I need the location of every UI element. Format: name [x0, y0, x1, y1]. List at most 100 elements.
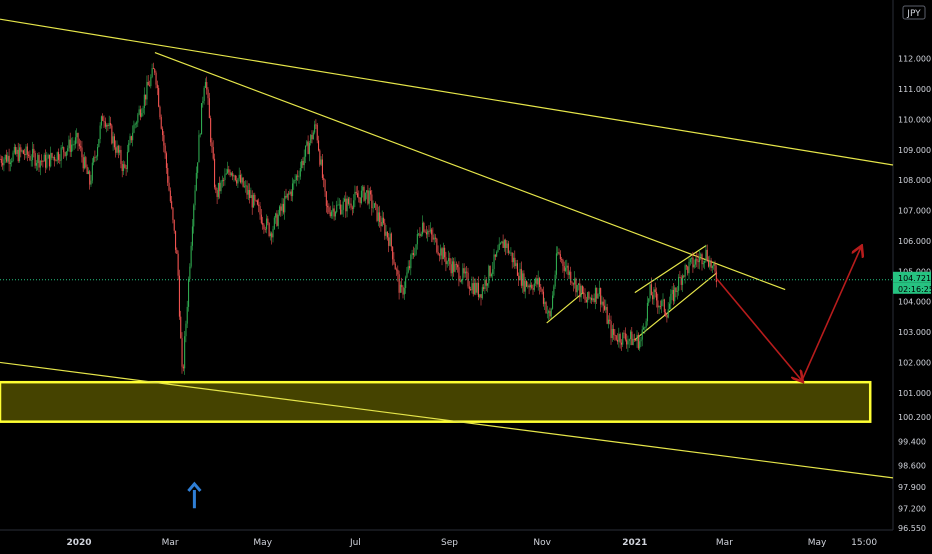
candle[interactable] — [579, 283, 581, 298]
candle[interactable] — [138, 109, 140, 115]
candle[interactable] — [459, 280, 461, 282]
candle[interactable] — [151, 68, 153, 78]
candle[interactable] — [571, 282, 573, 284]
candle[interactable] — [303, 156, 305, 166]
candle[interactable] — [697, 260, 699, 263]
candle[interactable] — [236, 180, 238, 184]
candle[interactable] — [143, 94, 145, 109]
candle[interactable] — [176, 249, 178, 254]
candle[interactable] — [587, 292, 589, 303]
candle[interactable] — [171, 201, 173, 208]
candle[interactable] — [626, 339, 628, 345]
candle[interactable] — [206, 82, 208, 90]
candle[interactable] — [253, 194, 255, 208]
candle[interactable] — [250, 195, 252, 199]
candle[interactable] — [519, 268, 521, 281]
candle[interactable] — [212, 147, 214, 159]
candle[interactable] — [39, 160, 41, 168]
candle[interactable] — [568, 271, 570, 275]
candle[interactable] — [259, 206, 261, 215]
candle[interactable] — [592, 298, 594, 301]
candle[interactable] — [242, 177, 244, 187]
candle[interactable] — [549, 311, 551, 317]
candle[interactable] — [305, 145, 307, 157]
candle[interactable] — [87, 171, 89, 174]
candle[interactable] — [167, 167, 169, 183]
candle[interactable] — [182, 366, 184, 369]
candle[interactable] — [232, 173, 234, 177]
candle[interactable] — [227, 169, 229, 174]
candle[interactable] — [77, 133, 79, 144]
candle[interactable] — [7, 155, 9, 162]
candle[interactable] — [390, 233, 392, 247]
candle[interactable] — [708, 260, 710, 267]
candle[interactable] — [344, 198, 346, 202]
candle[interactable] — [639, 341, 641, 349]
candle[interactable] — [325, 191, 327, 206]
candle[interactable] — [100, 116, 102, 126]
candle[interactable] — [311, 134, 313, 140]
candle[interactable] — [433, 237, 435, 240]
candle[interactable] — [500, 243, 502, 245]
candle[interactable] — [351, 207, 353, 209]
candle[interactable] — [362, 186, 364, 191]
candle[interactable] — [164, 145, 166, 154]
candle[interactable] — [133, 124, 135, 133]
candle[interactable] — [91, 162, 93, 181]
candle[interactable] — [355, 191, 357, 194]
candle[interactable] — [633, 338, 635, 340]
candle[interactable] — [312, 132, 314, 140]
candle[interactable] — [234, 175, 236, 181]
candle[interactable] — [80, 146, 82, 148]
candle[interactable] — [591, 297, 593, 301]
candle[interactable] — [474, 282, 476, 295]
candle[interactable] — [8, 155, 10, 165]
candle[interactable] — [401, 284, 403, 288]
candle[interactable] — [444, 247, 446, 258]
candle[interactable] — [489, 265, 491, 277]
candle[interactable] — [277, 214, 279, 226]
candle[interactable] — [539, 278, 541, 287]
candle[interactable] — [461, 279, 463, 282]
candle[interactable] — [480, 294, 482, 298]
candle[interactable] — [202, 100, 204, 104]
candle[interactable] — [266, 218, 268, 230]
candle[interactable] — [692, 257, 694, 268]
candle[interactable] — [594, 287, 596, 303]
candle[interactable] — [661, 300, 663, 307]
candle[interactable] — [366, 190, 368, 193]
candle[interactable] — [126, 151, 128, 169]
candle[interactable] — [380, 222, 382, 227]
candle[interactable] — [687, 266, 689, 274]
candle[interactable] — [483, 287, 485, 289]
candle[interactable] — [627, 341, 629, 345]
candle[interactable] — [4, 154, 6, 160]
candle[interactable] — [670, 294, 672, 304]
candle[interactable] — [103, 120, 105, 122]
candle[interactable] — [462, 268, 464, 280]
candle[interactable] — [162, 128, 164, 136]
candle[interactable] — [104, 121, 106, 127]
candle[interactable] — [458, 267, 460, 281]
candle[interactable] — [320, 159, 322, 165]
candle[interactable] — [393, 259, 395, 264]
support-zone[interactable] — [0, 380, 872, 423]
candle[interactable] — [294, 180, 296, 181]
candle[interactable] — [636, 334, 638, 341]
candle[interactable] — [561, 259, 563, 260]
candle[interactable] — [67, 148, 69, 152]
candle[interactable] — [397, 269, 399, 275]
candle[interactable] — [385, 231, 387, 236]
candle[interactable] — [354, 191, 356, 201]
candle[interactable] — [198, 135, 200, 163]
candle[interactable] — [130, 136, 132, 141]
candle[interactable] — [60, 147, 62, 161]
candle[interactable] — [146, 81, 148, 100]
candle[interactable] — [50, 153, 52, 167]
candle[interactable] — [28, 154, 30, 156]
candle[interactable] — [618, 333, 620, 342]
candle[interactable] — [581, 285, 583, 293]
candle[interactable] — [22, 150, 24, 154]
candle[interactable] — [706, 249, 708, 261]
